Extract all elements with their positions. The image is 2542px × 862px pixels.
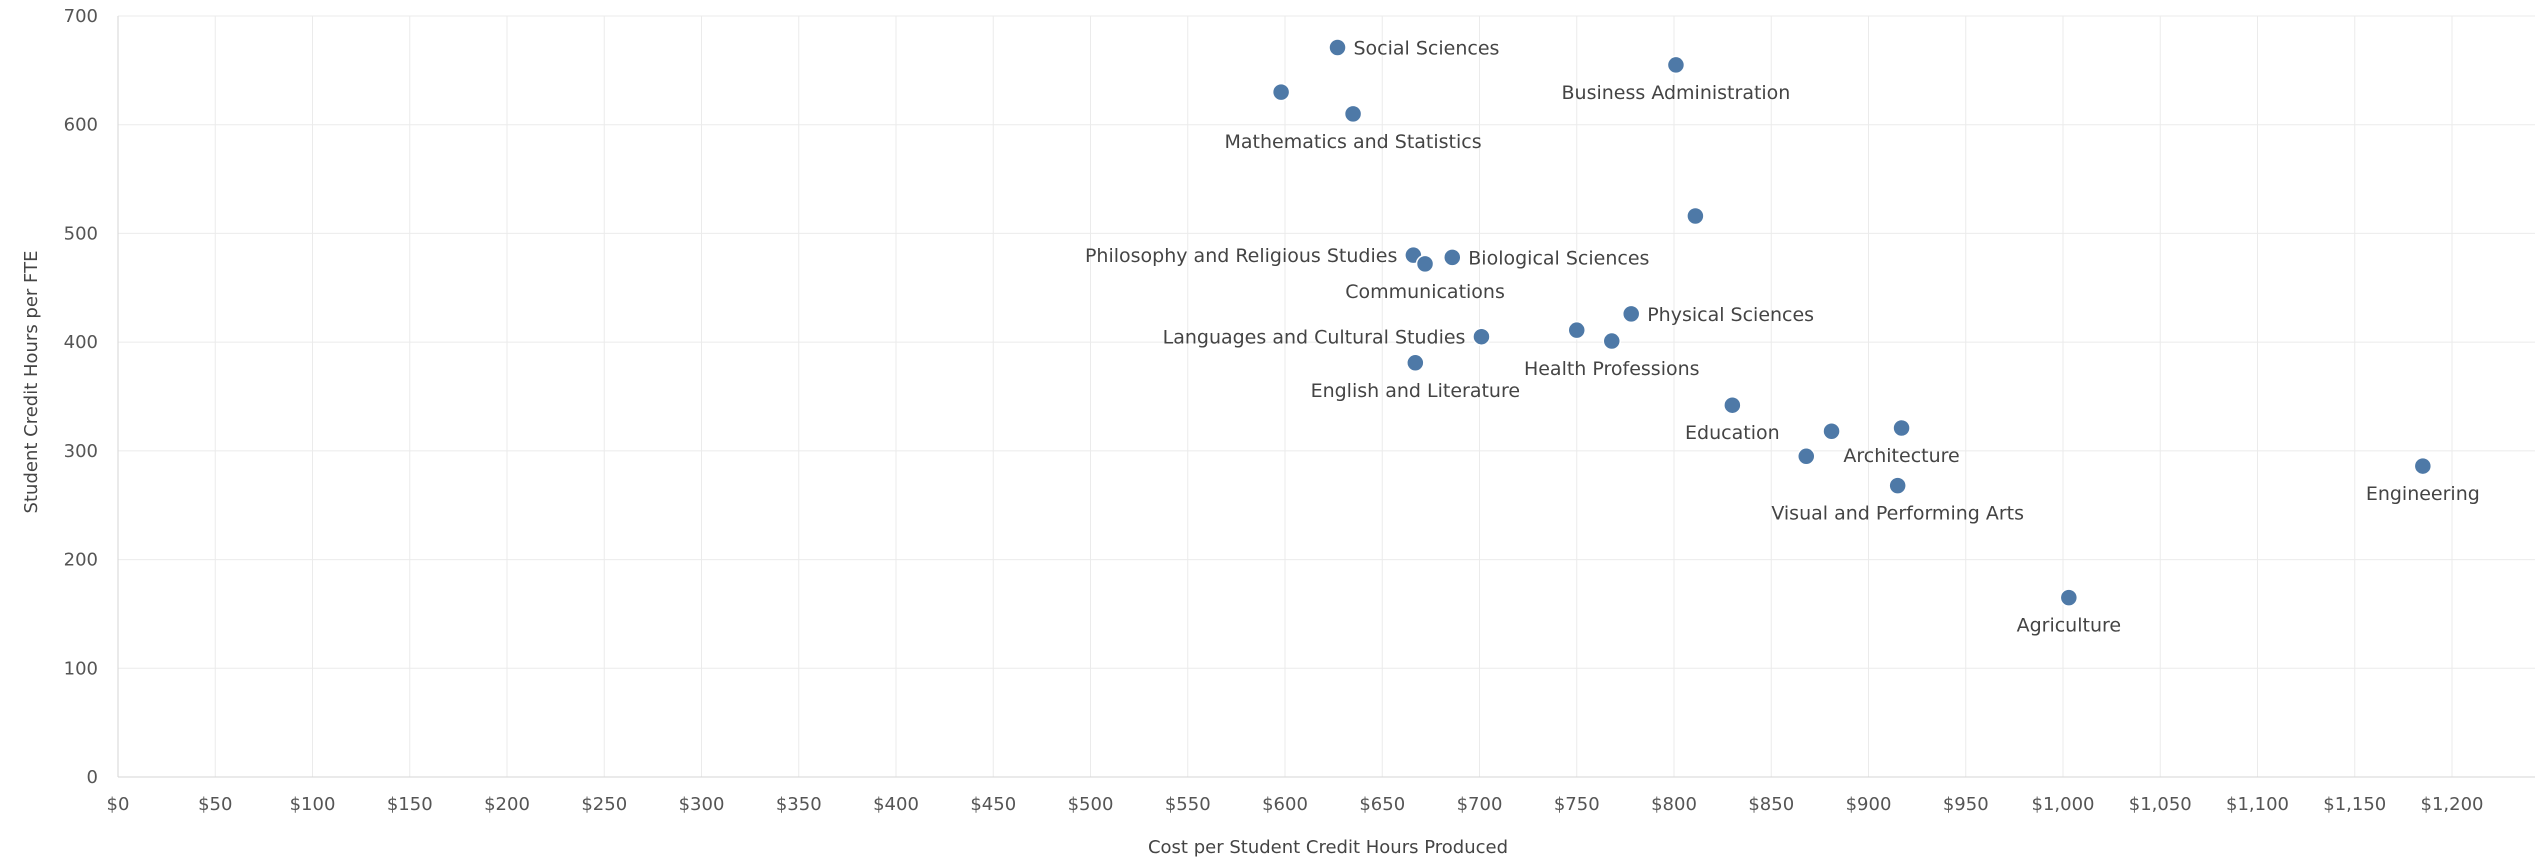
x-tick-label: $50 xyxy=(198,794,232,815)
point-label: Education xyxy=(1685,422,1780,444)
scatter-point[interactable] xyxy=(2413,456,2433,476)
point-label: Engineering xyxy=(2366,483,2480,505)
x-tick-label: $250 xyxy=(581,794,627,815)
scatter-point[interactable] xyxy=(1797,447,1816,466)
scatter-point[interactable] xyxy=(1443,248,1462,267)
y-tick-label: 200 xyxy=(64,550,98,571)
point-label: Languages and Cultural Studies xyxy=(1163,327,1466,349)
scatter-point[interactable] xyxy=(1892,418,1911,438)
data-points xyxy=(1271,38,2433,607)
x-tick-label: $1,050 xyxy=(2129,794,2192,815)
scatter-point[interactable] xyxy=(1567,320,1586,340)
scatter-point[interactable] xyxy=(1666,55,1686,75)
point-label: Health Professions xyxy=(1524,358,1700,380)
y-tick-label: 300 xyxy=(64,441,98,462)
x-tick-label: $0 xyxy=(107,794,130,815)
scatter-point[interactable] xyxy=(1271,82,1291,102)
x-tick-label: $650 xyxy=(1359,794,1405,815)
scatter-point[interactable] xyxy=(2059,588,2079,607)
grid xyxy=(117,15,2535,778)
point-label: Agriculture xyxy=(2017,615,2122,637)
point-label: Business Administration xyxy=(1562,82,1791,104)
x-tick-label: $300 xyxy=(679,794,725,815)
scatter-point[interactable] xyxy=(1621,304,1641,324)
scatter-point[interactable] xyxy=(1406,353,1425,373)
scatter-point[interactable] xyxy=(1686,206,1705,226)
scatter-point[interactable] xyxy=(1472,327,1491,346)
y-tick-label: 0 xyxy=(87,767,98,788)
y-tick-label: 700 xyxy=(64,6,98,27)
scatter-point[interactable] xyxy=(1602,331,1622,351)
x-tick-label: $150 xyxy=(387,794,433,815)
scatter-point[interactable] xyxy=(1723,395,1742,415)
x-tick-label: $400 xyxy=(873,794,919,815)
x-tick-label: $450 xyxy=(970,794,1016,815)
point-label: English and Literature xyxy=(1311,380,1520,402)
point-label: Social Sciences xyxy=(1354,38,1500,60)
point-label: Communications xyxy=(1345,281,1505,303)
x-tick-label: $1,100 xyxy=(2226,794,2289,815)
x-tick-label: $100 xyxy=(290,794,336,815)
point-label: Mathematics and Statistics xyxy=(1225,131,1482,153)
point-label: Architecture xyxy=(1843,445,1959,467)
point-label: Visual and Performing Arts xyxy=(1771,503,2024,525)
x-tick-label: $1,200 xyxy=(2421,794,2484,815)
x-tick-label: $550 xyxy=(1165,794,1211,815)
axes: $0 $50 $100 $150 $200 $250 $300 $350 $400 $450 $50… xyxy=(64,6,2535,815)
x-tick-label: $350 xyxy=(776,794,822,815)
data-labels: Social Sciences Business Administration Ma… xyxy=(1085,38,2480,637)
x-tick-label: $850 xyxy=(1748,794,1794,815)
y-tick-label: 500 xyxy=(64,223,98,244)
scatter-point[interactable] xyxy=(1888,476,1907,495)
point-label: Philosophy and Religious Studies xyxy=(1085,245,1397,267)
x-axis-title: Cost per Student Credit Hours Produced xyxy=(1148,837,1508,858)
y-axis-title: Student Credit Hours per FTE xyxy=(21,251,42,514)
scatter-point[interactable] xyxy=(1822,422,1841,441)
x-tick-label: $750 xyxy=(1554,794,1600,815)
x-tick-label: $700 xyxy=(1457,794,1503,815)
x-tick-label: $800 xyxy=(1651,794,1697,815)
x-tick-label: $900 xyxy=(1846,794,1892,815)
scatter-point[interactable] xyxy=(1415,254,1435,274)
y-tick-label: 600 xyxy=(64,115,98,136)
scatter-point[interactable] xyxy=(1343,104,1363,124)
point-label: Biological Sciences xyxy=(1468,247,1649,269)
y-tick-label: 400 xyxy=(64,332,98,353)
x-tick-label: $1,150 xyxy=(2323,794,2386,815)
x-tick-label: $500 xyxy=(1068,794,1114,815)
point-label: Physical Sciences xyxy=(1647,304,1814,326)
x-tick-label: $600 xyxy=(1262,794,1308,815)
x-tick-label: $950 xyxy=(1943,794,1989,815)
y-tick-label: 100 xyxy=(64,658,98,679)
scatter-point[interactable] xyxy=(1328,38,1347,57)
x-tick-label: $1,000 xyxy=(2032,794,2095,815)
x-tick-label: $200 xyxy=(484,794,530,815)
